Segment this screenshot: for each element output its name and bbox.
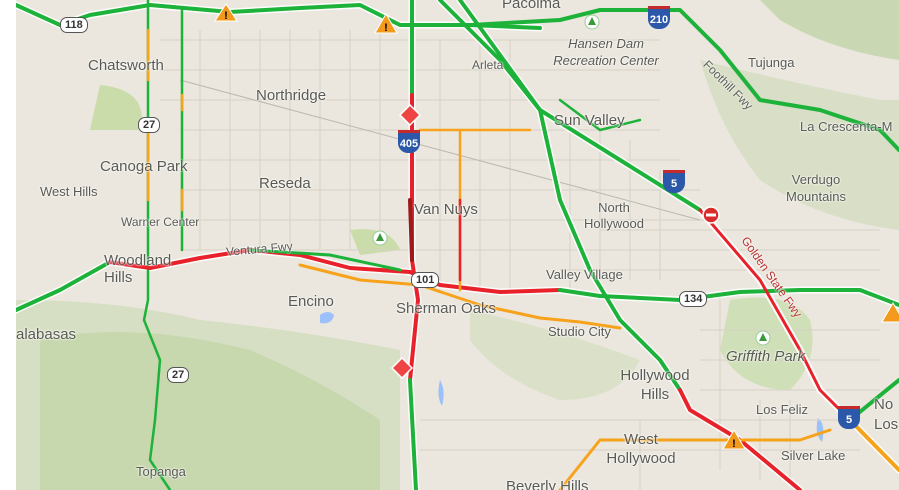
place-label: Canoga Park xyxy=(100,158,188,175)
place-label: North Hollywood xyxy=(584,200,644,231)
route-134-shield: 134 xyxy=(679,291,708,307)
interstate-210-shield: 210 xyxy=(648,6,670,29)
place-label: West Hills xyxy=(40,184,98,199)
route-27-shield: 27 xyxy=(138,117,161,133)
place-label: Reseda xyxy=(259,175,311,192)
warning-icon: ! xyxy=(214,3,238,22)
place-label: Woodland Hills xyxy=(104,252,172,286)
place-label: Beverly Hills xyxy=(506,478,589,490)
interstate-5-shield: 5 xyxy=(663,170,685,193)
construction-icon xyxy=(398,103,422,127)
place-label: alabasas xyxy=(16,326,77,343)
map-canvas[interactable]: ! ! ! 118 27 27 405 101 134 5 5 210 Chat… xyxy=(16,0,899,490)
park-label: Griffith Park xyxy=(726,348,806,365)
place-label: Warner Center xyxy=(121,215,200,229)
place-label: Los Feliz xyxy=(756,402,809,417)
place-label: Studio City xyxy=(548,324,611,339)
place-label: Valley Village xyxy=(546,267,623,282)
place-label: Chatsworth xyxy=(88,57,164,74)
svg-text:!: ! xyxy=(732,438,736,450)
place-label: Northridge xyxy=(256,87,327,104)
terrain xyxy=(16,0,899,490)
interstate-405-shield: 405 xyxy=(398,130,420,153)
route-118-shield: 118 xyxy=(60,17,88,33)
place-label: Tujunga xyxy=(748,55,795,70)
place-label: Verdugo Mountains xyxy=(786,172,846,204)
warning-icon: ! xyxy=(722,429,746,450)
place-label: La Crescenta-M xyxy=(800,119,893,134)
park-label: Hansen Dam Recreation Center xyxy=(553,36,659,68)
park-icon xyxy=(584,14,600,30)
road-closed-icon xyxy=(702,206,720,224)
svg-text:!: ! xyxy=(384,22,388,34)
svg-text:!: ! xyxy=(224,10,228,22)
interstate-5-shield: 5 xyxy=(838,406,860,429)
place-label: Pacoima xyxy=(502,0,561,12)
place-label: Van Nuys xyxy=(414,201,478,218)
place-label: West Hollywood xyxy=(606,431,676,467)
construction-icon xyxy=(390,356,414,380)
place-label: Hollywood Hills xyxy=(620,367,690,403)
place-label: Sherman Oaks xyxy=(396,300,497,317)
place-label: Sun Valley xyxy=(554,112,625,129)
warning-icon: ! xyxy=(374,13,398,34)
place-label: Arleta xyxy=(472,58,504,72)
place-label: Topanga xyxy=(136,464,186,479)
park-icon xyxy=(755,330,771,346)
place-label: No Los xyxy=(874,396,899,433)
place-label: Silver Lake xyxy=(781,448,846,463)
route-27-shield: 27 xyxy=(167,367,190,383)
place-label: Encino xyxy=(288,293,334,310)
incident-markers: ! ! ! xyxy=(214,3,899,450)
park-icon xyxy=(372,230,388,246)
us-101-shield: 101 xyxy=(411,272,440,288)
